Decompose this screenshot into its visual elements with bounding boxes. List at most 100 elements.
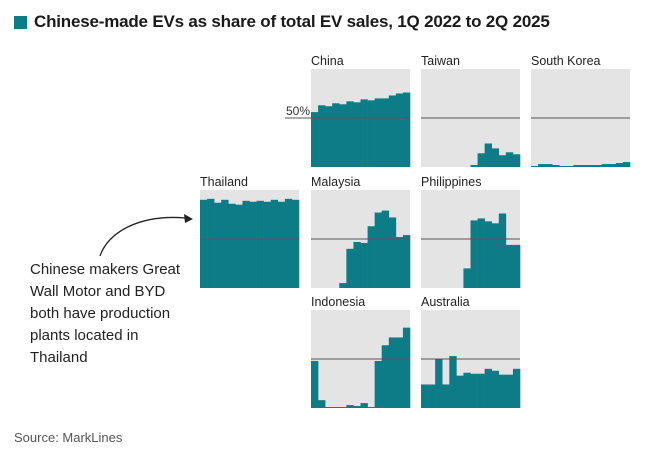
bar-china-3q22	[325, 106, 333, 167]
bar-australia-2q23	[456, 375, 464, 408]
panel-thailand: Thailand	[200, 175, 300, 288]
panel-australia: Australia	[421, 295, 521, 408]
bar-indonesia-3q24	[381, 345, 390, 408]
panel-label-south-korea: South Korea	[531, 54, 601, 68]
bar-thailand-3q22	[214, 202, 222, 288]
bar-philippines-3q24	[491, 223, 500, 288]
bar-china-3q24	[381, 98, 390, 167]
bar-indonesia-2q24	[374, 360, 383, 408]
bar-thailand-4q24	[277, 201, 286, 288]
bar-indonesia-3q22	[325, 407, 333, 408]
annotation-arrow	[99, 216, 187, 257]
panel-philippines: Philippines	[421, 175, 521, 288]
bar-china-3q23	[353, 102, 361, 167]
bar-malaysia-4q23	[360, 242, 368, 288]
bar-south-korea-2q24	[594, 165, 603, 167]
bar-malaysia-2q25	[402, 235, 411, 288]
bar-malaysia-3q24	[381, 210, 390, 288]
bar-malaysia-4q24	[388, 217, 397, 288]
bar-australia-3q23	[463, 372, 471, 408]
bar-china-1q25	[395, 93, 404, 167]
chart-title-row: Chinese-made EVs as share of total EV sa…	[14, 12, 550, 32]
bar-indonesia-4q23	[360, 403, 368, 408]
bar-australia-3q24	[491, 370, 500, 408]
bar-south-korea-1q24	[587, 165, 595, 167]
bar-taiwan-4q23	[470, 165, 478, 167]
bar-thailand-3q23	[242, 200, 250, 288]
bar-south-korea-2q25	[622, 162, 631, 167]
bar-philippines-3q23	[463, 268, 471, 288]
bar-south-korea-4q22	[552, 165, 560, 167]
bar-thailand-4q22	[221, 199, 229, 288]
bar-australia-3q22	[435, 359, 443, 408]
bar-thailand-4q23	[249, 201, 257, 288]
panel-south-korea: South Korea	[531, 54, 631, 167]
bar-indonesia-2q25	[402, 327, 411, 408]
panel-taiwan: Taiwan	[421, 54, 521, 167]
bar-china-2q23	[346, 101, 354, 167]
bar-australia-1q25	[505, 374, 514, 408]
bar-china-4q23	[360, 99, 368, 167]
bar-south-korea-3q23	[573, 165, 581, 167]
bar-south-korea-3q24	[601, 164, 610, 167]
bar-australia-2q25	[512, 368, 521, 408]
bar-china-2q24	[374, 98, 383, 167]
bar-indonesia-1q24	[367, 407, 375, 408]
bar-south-korea-1q23	[559, 166, 567, 167]
bar-china-2q22	[318, 105, 326, 167]
bar-malaysia-1q24	[367, 226, 375, 288]
bar-philippines-4q24	[498, 213, 507, 288]
bar-south-korea-2q23	[566, 166, 574, 167]
panel-china: China 50%	[285, 54, 411, 167]
bar-thailand-2q22	[207, 198, 215, 288]
bar-thailand-1q24	[256, 200, 264, 288]
bar-thailand-1q22	[200, 199, 208, 288]
title-legend-swatch	[14, 15, 27, 29]
panel-label-philippines: Philippines	[421, 175, 481, 189]
bar-australia-1q23	[449, 356, 457, 408]
bar-indonesia-4q22	[332, 407, 340, 408]
bar-indonesia-2q22	[318, 400, 326, 408]
bar-thailand-2q25	[291, 199, 300, 288]
bar-taiwan-1q25	[505, 152, 514, 167]
panel-label-thailand: Thailand	[200, 175, 248, 189]
bar-taiwan-2q24	[484, 143, 493, 167]
source-note: Source: MarkLines	[14, 430, 123, 445]
bar-malaysia-3q23	[353, 241, 361, 288]
bar-taiwan-2q25	[512, 154, 521, 167]
bar-malaysia-1q25	[395, 237, 404, 288]
panel-indonesia: Indonesia	[311, 295, 411, 408]
thailand-annotation: Chinese makers Great Wall Motor and BYD …	[30, 261, 181, 366]
panel-malaysia: Malaysia	[311, 175, 411, 288]
bar-australia-4q23	[470, 373, 478, 408]
bar-china-1q22	[311, 112, 319, 167]
bar-thailand-2q23	[235, 204, 243, 288]
bar-australia-4q22	[442, 384, 450, 408]
bar-taiwan-3q24	[491, 148, 500, 167]
bar-australia-2q22	[428, 384, 436, 408]
panel-label-australia: Australia	[421, 295, 470, 309]
bar-malaysia-2q23	[346, 248, 354, 288]
panel-label-indonesia: Indonesia	[311, 295, 365, 309]
bar-indonesia-3q23	[353, 406, 361, 408]
bar-china-4q24	[388, 95, 397, 167]
bar-south-korea-1q22	[531, 166, 539, 167]
bar-australia-1q22	[421, 384, 429, 408]
bar-australia-2q24	[484, 368, 493, 408]
panel-label-malaysia: Malaysia	[311, 175, 360, 189]
bar-thailand-1q23	[228, 203, 236, 288]
bar-malaysia-2q24	[374, 212, 383, 288]
panel-label-china: China	[311, 54, 344, 68]
chart-title: Chinese-made EVs as share of total EV sa…	[34, 12, 550, 31]
bar-philippines-2q24	[484, 221, 493, 288]
bar-south-korea-3q22	[545, 164, 553, 167]
bar-south-korea-4q24	[608, 164, 617, 167]
reference-line-label: 50%	[286, 104, 310, 118]
bar-philippines-1q25	[505, 244, 514, 288]
bar-china-1q24	[367, 100, 375, 167]
annotation-arrowhead	[184, 214, 193, 223]
bar-indonesia-1q23	[339, 407, 347, 408]
bar-south-korea-2q22	[538, 164, 546, 167]
bar-taiwan-4q24	[498, 155, 507, 167]
